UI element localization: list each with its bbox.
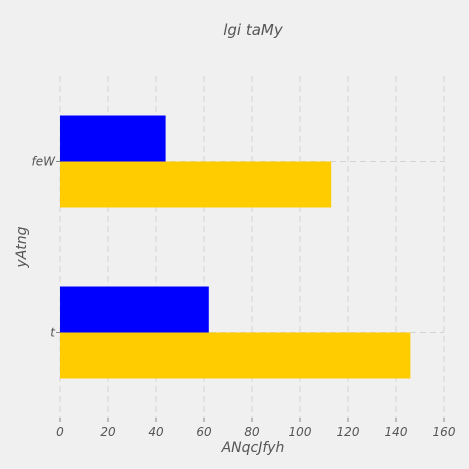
x-tick-label: 120 xyxy=(337,425,360,439)
y-tick-label: t xyxy=(50,326,56,340)
x-tick-label: 160 xyxy=(433,425,456,439)
x-tick-label: 0 xyxy=(56,425,64,439)
y-axis-label: yAtng xyxy=(14,226,30,268)
y-axis-ticks: t feW xyxy=(32,155,60,340)
chart-title: lgi taMy xyxy=(223,21,284,39)
bar-series-2-t xyxy=(60,286,209,333)
x-tick-label: 20 xyxy=(100,425,116,439)
x-axis-label: ANqcJfyh xyxy=(221,440,285,456)
y-tick-label: feW xyxy=(32,155,57,169)
bar-series-2-feW xyxy=(60,115,166,162)
bar-series-1-feW xyxy=(60,161,332,208)
x-axis-ticks: 0 20 40 60 80 100 120 140 160 xyxy=(56,418,456,439)
bar-series-1-t xyxy=(60,332,411,379)
x-tick-label: 100 xyxy=(289,425,312,439)
x-tick-label: 80 xyxy=(244,425,260,439)
x-tick-label: 140 xyxy=(385,425,408,439)
x-tick-label: 40 xyxy=(148,425,164,439)
x-tick-label: 60 xyxy=(196,425,212,439)
bars xyxy=(60,115,411,379)
